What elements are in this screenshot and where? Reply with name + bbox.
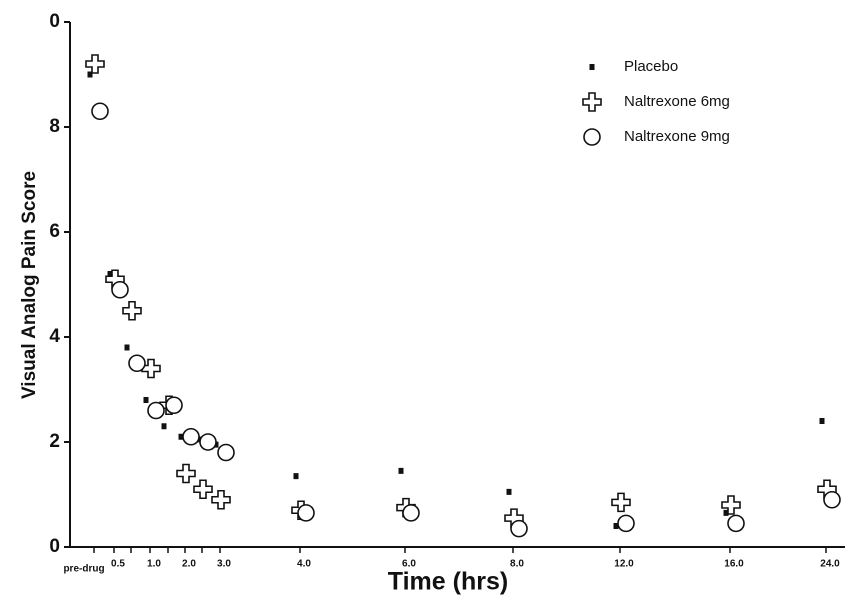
legend-label: Naltrexone 9mg bbox=[624, 128, 730, 145]
point bbox=[193, 479, 213, 500]
point bbox=[111, 280, 129, 299]
x-tick-label: 6.0 bbox=[402, 559, 416, 570]
point bbox=[176, 463, 196, 484]
point bbox=[143, 397, 149, 403]
point bbox=[182, 427, 200, 446]
point bbox=[583, 128, 601, 146]
x-tick-label: 4.0 bbox=[297, 559, 311, 570]
point bbox=[510, 519, 528, 538]
x-tick-label: 0.5 bbox=[111, 559, 125, 570]
point bbox=[199, 433, 217, 451]
point bbox=[617, 514, 635, 533]
x-axis-title: Time (hrs) bbox=[388, 568, 508, 596]
point bbox=[819, 418, 825, 424]
point bbox=[723, 509, 729, 516]
y-tick-label: 0 bbox=[49, 11, 60, 32]
x-tick-label: 12.0 bbox=[614, 559, 634, 570]
y-tick-label: 8 bbox=[49, 116, 60, 137]
point bbox=[178, 433, 184, 440]
y-tick-label: 6 bbox=[49, 221, 60, 242]
point bbox=[87, 71, 93, 78]
point bbox=[211, 489, 231, 510]
y-tick-label: 2 bbox=[49, 431, 60, 452]
point bbox=[128, 354, 146, 373]
point bbox=[589, 64, 595, 70]
legend-label: Placebo bbox=[624, 58, 678, 75]
point bbox=[147, 401, 165, 420]
point bbox=[293, 473, 299, 480]
point bbox=[506, 488, 512, 495]
point bbox=[297, 504, 315, 522]
point bbox=[217, 443, 235, 462]
point bbox=[398, 467, 404, 474]
y-tick-label: 4 bbox=[49, 326, 60, 347]
point bbox=[91, 102, 109, 121]
y-axis-title: Visual Analog Pain Score bbox=[19, 171, 40, 399]
x-tick-label: 8.0 bbox=[510, 559, 524, 570]
point bbox=[823, 490, 841, 509]
x-tick-label: 16.0 bbox=[724, 559, 744, 570]
y-tick-label: 0 bbox=[49, 536, 60, 557]
point bbox=[85, 54, 105, 74]
point bbox=[107, 271, 113, 277]
point bbox=[165, 396, 183, 415]
point bbox=[122, 300, 142, 321]
x-tick-label: 24.0 bbox=[820, 559, 840, 570]
legend-label: Naltrexone 6mg bbox=[624, 93, 730, 110]
x-tick-label: 1.0 bbox=[147, 559, 161, 570]
x-tick-label: 3.0 bbox=[217, 559, 231, 570]
point bbox=[611, 492, 631, 513]
point bbox=[721, 495, 741, 515]
point bbox=[161, 423, 167, 430]
point bbox=[613, 523, 619, 529]
point bbox=[582, 92, 602, 112]
x-tick-label: pre-drug bbox=[63, 564, 104, 575]
point bbox=[402, 504, 420, 522]
point bbox=[124, 344, 130, 351]
x-tick-label: 2.0 bbox=[182, 559, 196, 570]
point bbox=[727, 514, 745, 533]
